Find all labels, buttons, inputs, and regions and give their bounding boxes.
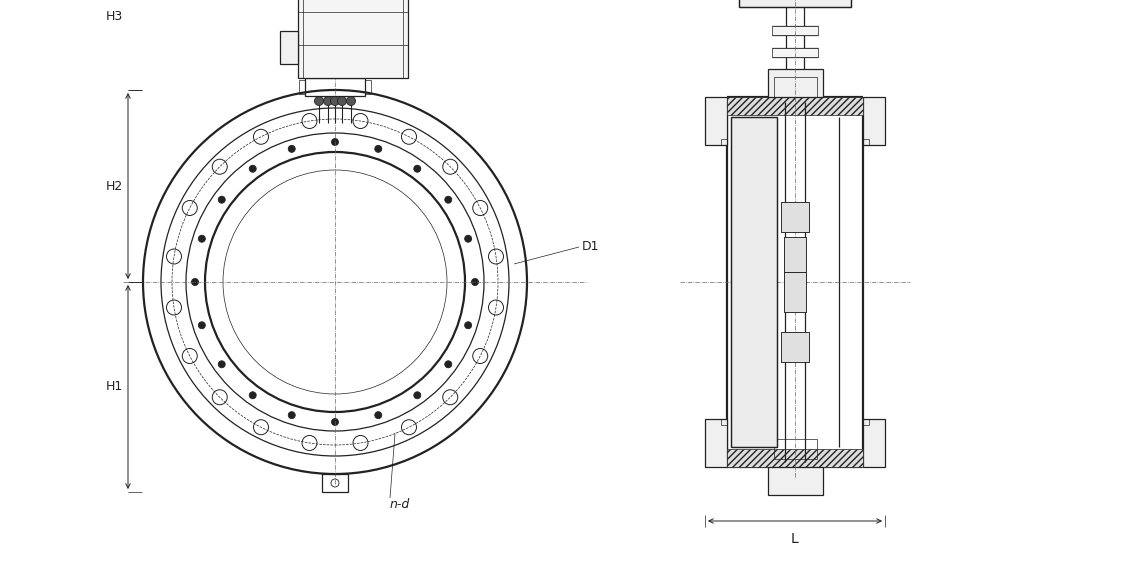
Bar: [768, 69, 823, 97]
Bar: [772, 26, 818, 35]
Circle shape: [315, 97, 324, 105]
Circle shape: [374, 411, 382, 418]
Text: H3: H3: [106, 10, 123, 23]
Bar: [280, 30, 298, 64]
Circle shape: [288, 411, 296, 418]
Bar: [781, 332, 809, 362]
Bar: [305, 78, 365, 96]
Circle shape: [250, 392, 256, 399]
Bar: [705, 97, 727, 145]
Bar: [738, 0, 851, 7]
Bar: [785, 272, 806, 312]
Circle shape: [414, 392, 420, 399]
Bar: [731, 117, 777, 447]
Bar: [738, 0, 851, 7]
Bar: [781, 332, 809, 362]
Bar: [863, 97, 885, 145]
Text: H1: H1: [106, 381, 123, 393]
Bar: [705, 419, 727, 467]
Circle shape: [288, 146, 296, 152]
Text: D1: D1: [582, 240, 599, 254]
Bar: [772, 48, 818, 57]
Circle shape: [198, 322, 206, 329]
Circle shape: [330, 97, 339, 105]
Bar: [298, 0, 408, 78]
Bar: [785, 272, 806, 312]
Bar: [731, 117, 777, 447]
Bar: [727, 97, 863, 115]
Circle shape: [414, 165, 420, 172]
Bar: [863, 419, 885, 467]
Circle shape: [445, 361, 452, 368]
Circle shape: [218, 361, 225, 368]
Bar: [727, 449, 863, 467]
Circle shape: [332, 418, 338, 425]
Circle shape: [337, 97, 346, 105]
Circle shape: [445, 196, 452, 203]
Bar: [768, 467, 823, 495]
Circle shape: [346, 97, 355, 105]
Bar: [785, 237, 806, 272]
Text: n-d: n-d: [390, 498, 410, 510]
Bar: [321, 474, 348, 492]
Bar: [773, 439, 816, 459]
Bar: [299, 80, 305, 94]
Circle shape: [471, 279, 479, 286]
Circle shape: [191, 279, 199, 286]
Circle shape: [464, 322, 472, 329]
Circle shape: [324, 97, 333, 105]
Text: H2: H2: [106, 179, 123, 193]
Bar: [781, 202, 809, 232]
Bar: [781, 202, 809, 232]
Circle shape: [198, 235, 206, 242]
Circle shape: [464, 235, 472, 242]
Bar: [365, 80, 371, 94]
Circle shape: [218, 196, 225, 203]
Circle shape: [250, 165, 256, 172]
Bar: [773, 77, 816, 97]
Text: L: L: [791, 532, 799, 546]
Bar: [785, 237, 806, 272]
Circle shape: [332, 139, 338, 146]
Circle shape: [374, 146, 382, 152]
